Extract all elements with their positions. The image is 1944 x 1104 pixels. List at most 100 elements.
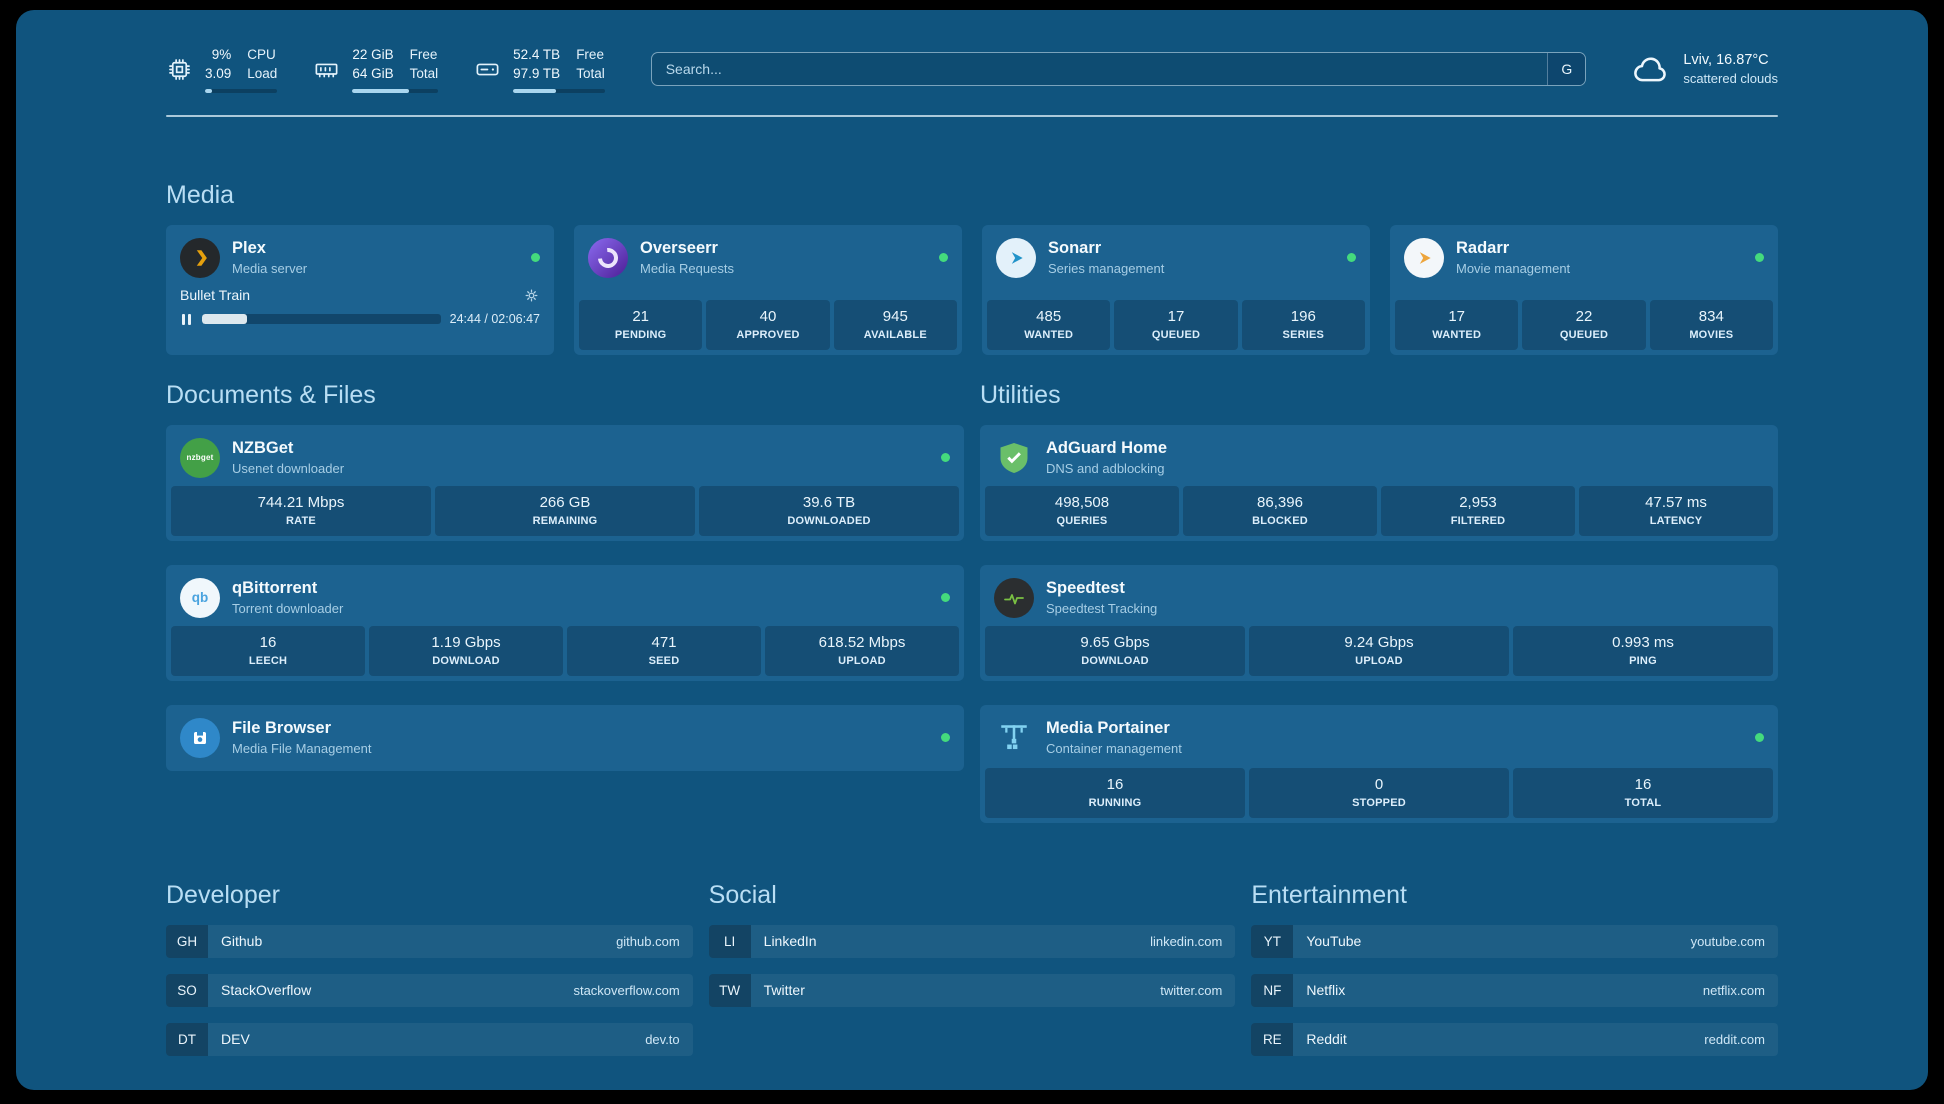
cpu-label: CPU — [247, 47, 276, 62]
status-dot — [941, 733, 950, 743]
stat-value: 485 — [1036, 307, 1062, 325]
stat-label: WANTED — [1024, 328, 1074, 341]
stat-downloaded: 39.6 TB DOWNLOADED — [699, 485, 959, 536]
bookmark-url: youtube.com — [1690, 933, 1765, 949]
bookmark-youtube[interactable]: YT YouTube youtube.com — [1251, 924, 1778, 958]
topbar-divider — [166, 114, 1778, 117]
stat-total: 16 TOTAL — [1513, 767, 1773, 818]
bookmark-abbr: NF — [1251, 973, 1294, 1007]
bookmark-url: stackoverflow.com — [573, 982, 680, 998]
bookmark-github[interactable]: GH Github github.com — [166, 924, 693, 958]
app-subtitle: Media Requests — [640, 261, 734, 277]
app-subtitle: Media server — [232, 261, 308, 277]
section-title-entertainment: Entertainment — [1251, 880, 1407, 909]
ram-total-value: 64 GiB — [352, 65, 394, 81]
now-playing-title: Bullet Train — [180, 287, 251, 304]
stat-value: 945 — [882, 307, 908, 325]
stat-blocked: 86,396 BLOCKED — [1183, 485, 1377, 536]
bookmark-dev[interactable]: DT DEV dev.to — [166, 1022, 693, 1056]
app-subtitle: DNS and adblocking — [1046, 461, 1165, 477]
app-subtitle: Movie management — [1456, 261, 1571, 277]
speedtest-card[interactable]: Speedtest Speedtest Tracking 9.65 Gbps D… — [980, 564, 1778, 681]
cpu-load-value: 3.09 — [205, 65, 232, 81]
app-name: NZBGet — [232, 439, 294, 458]
radarr-card[interactable]: Radarr Movie management 17 WANTED 22 QUE… — [1390, 224, 1778, 355]
stat-latency: 47.57 ms LATENCY — [1579, 485, 1773, 536]
app-subtitle: Usenet downloader — [232, 461, 345, 477]
bookmark-name: Netflix — [1306, 982, 1346, 999]
stat-value: 744.21 Mbps — [257, 493, 345, 511]
bookmark-linkedin[interactable]: LI LinkedIn linkedin.com — [708, 924, 1236, 958]
pause-button[interactable] — [180, 312, 193, 327]
stat-value: 2,953 — [1459, 493, 1497, 511]
cloud-icon — [1632, 53, 1670, 85]
cpu-metric: 9% 3.09 CPU Load — [166, 46, 278, 93]
app-name: Sonarr — [1048, 239, 1102, 258]
stat-value: 39.6 TB — [802, 493, 856, 511]
stat-label: QUEUED — [1151, 328, 1201, 341]
stat-leech: 16 LEECH — [171, 625, 365, 676]
stat-value: 17 — [1448, 307, 1465, 325]
bookmark-abbr: GH — [166, 924, 208, 958]
disk-total-label: Total — [576, 65, 605, 81]
stat-label: FILTERED — [1450, 514, 1506, 527]
stat-running: 16 RUNNING — [985, 767, 1245, 818]
bookmark-name: Github — [221, 933, 263, 950]
filebrowser-icon — [180, 717, 220, 758]
bookmark-abbr: RE — [1251, 1022, 1294, 1056]
stat-upload: 618.52 Mbps UPLOAD — [765, 625, 959, 676]
stat-label: RATE — [286, 514, 316, 527]
stat-value: 16 — [259, 633, 277, 651]
section-title-documents: Documents & Files — [166, 380, 376, 409]
speedtest-pulse-icon — [994, 577, 1034, 618]
stat-series: 196 SERIES — [1241, 299, 1365, 350]
stat-value: 0.993 ms — [1612, 633, 1674, 651]
overseerr-card[interactable]: Overseerr Media Requests 21 PENDING 40 A… — [574, 224, 962, 355]
app-name: File Browser — [232, 719, 332, 738]
stat-value: 9.65 Gbps — [1080, 633, 1150, 651]
stat-label: AVAILABLE — [863, 328, 927, 341]
sonarr-card[interactable]: Sonarr Series management 485 WANTED 17 Q… — [982, 224, 1370, 355]
top-bar: 9% 3.09 CPU Load — [166, 46, 1778, 93]
stat-rate: 744.21 Mbps RATE — [171, 485, 431, 536]
filebrowser-card[interactable]: File Browser Media File Management — [166, 704, 964, 771]
ram-metric: 22 GiB 64 GiB Free Total — [313, 46, 439, 93]
stat-label: LATENCY — [1649, 514, 1703, 527]
adguard-card[interactable]: AdGuard Home DNS and adblocking 498,508 … — [980, 424, 1778, 541]
portainer-card[interactable]: Media Portainer Container management 16 … — [980, 704, 1778, 823]
bookmark-url: twitter.com — [1160, 982, 1223, 998]
stat-value: 1.19 Gbps — [431, 633, 501, 651]
portainer-crane-icon — [994, 718, 1034, 758]
weather-widget: Lviv, 16.87°C scattered clouds — [1632, 51, 1778, 88]
stat-value: 47.57 ms — [1645, 493, 1707, 511]
status-dot — [941, 593, 950, 603]
playback-progress-bar[interactable] — [202, 314, 441, 325]
search-input[interactable] — [651, 53, 1548, 86]
stat-value: 471 — [651, 633, 677, 651]
bookmark-twitter[interactable]: TW Twitter twitter.com — [708, 973, 1236, 1007]
gear-icon[interactable] — [523, 287, 540, 304]
plex-card[interactable]: Plex Media server Bullet Train — [166, 224, 554, 355]
ram-total-label: Total — [409, 65, 439, 81]
app-name: Plex — [232, 239, 266, 258]
stat-label: SERIES — [1282, 328, 1325, 341]
bookmark-url: reddit.com — [1704, 1031, 1765, 1047]
weather-location: Lviv, 16.87°C — [1683, 51, 1769, 68]
stat-approved: 40 APPROVED — [706, 299, 830, 350]
bookmark-stackoverflow[interactable]: SO StackOverflow stackoverflow.com — [166, 973, 693, 1007]
search-engine-button[interactable]: G — [1547, 53, 1586, 86]
bookmark-abbr: DT — [166, 1022, 208, 1056]
app-subtitle: Media File Management — [232, 741, 372, 757]
cpu-chip-icon — [166, 56, 193, 83]
stat-label: UPLOAD — [1355, 654, 1403, 667]
stat-label: LEECH — [248, 654, 288, 667]
stat-label: RUNNING — [1088, 796, 1142, 809]
bookmark-netflix[interactable]: NF Netflix netflix.com — [1251, 973, 1778, 1007]
ram-usage-bar — [352, 88, 439, 93]
cpu-load-label: Load — [247, 65, 278, 81]
qbittorrent-card[interactable]: qb qBittorrent Torrent downloader 16 LEE… — [166, 564, 964, 681]
bookmark-reddit[interactable]: RE Reddit reddit.com — [1251, 1022, 1778, 1056]
nzbget-card[interactable]: nzbget NZBGet Usenet downloader 744.21 M… — [166, 424, 964, 541]
stat-value: 86,396 — [1257, 493, 1303, 511]
disk-metric: 52.4 TB 97.9 TB Free Total — [474, 46, 605, 93]
